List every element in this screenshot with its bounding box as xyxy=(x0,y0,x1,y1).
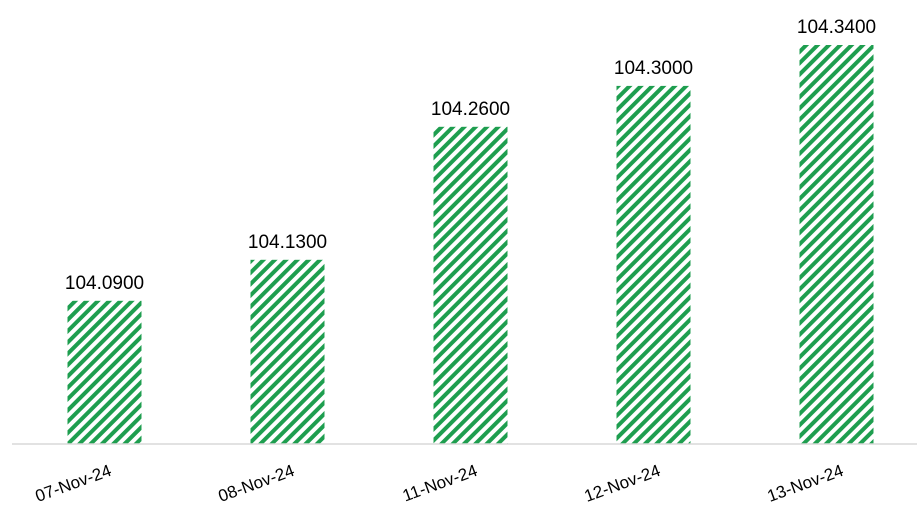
x-tick-labels-group: 07-Nov-24 08-Nov-24 11-Nov-24 12-Nov-24 13-N… xyxy=(33,461,846,506)
data-labels-group: 104.0900 104.1300 104.2600 104.3000 104.3400 xyxy=(65,17,876,294)
data-label-08-Nov-24: 104.1300 xyxy=(248,232,327,253)
bars-group xyxy=(67,45,874,445)
x-tick-label-13-Nov-24: 13-Nov-24 xyxy=(765,461,846,506)
bar-11-Nov-24 xyxy=(433,126,508,445)
bar-12-Nov-24 xyxy=(616,85,691,445)
x-tick-label-12-Nov-24: 12-Nov-24 xyxy=(582,461,663,506)
bar-07-Nov-24 xyxy=(67,300,142,444)
x-tick-label-08-Nov-24: 08-Nov-24 xyxy=(216,461,297,506)
data-label-13-Nov-24: 104.3400 xyxy=(797,17,876,38)
data-label-11-Nov-24: 104.2600 xyxy=(431,99,510,120)
data-label-12-Nov-24: 104.3000 xyxy=(614,58,693,79)
x-tick-label-07-Nov-24: 07-Nov-24 xyxy=(33,461,114,506)
bar-08-Nov-24 xyxy=(250,259,325,444)
x-tick-label-11-Nov-24: 11-Nov-24 xyxy=(400,461,480,506)
data-label-07-Nov-24: 104.0900 xyxy=(65,273,144,294)
bar-13-Nov-24 xyxy=(799,45,874,444)
